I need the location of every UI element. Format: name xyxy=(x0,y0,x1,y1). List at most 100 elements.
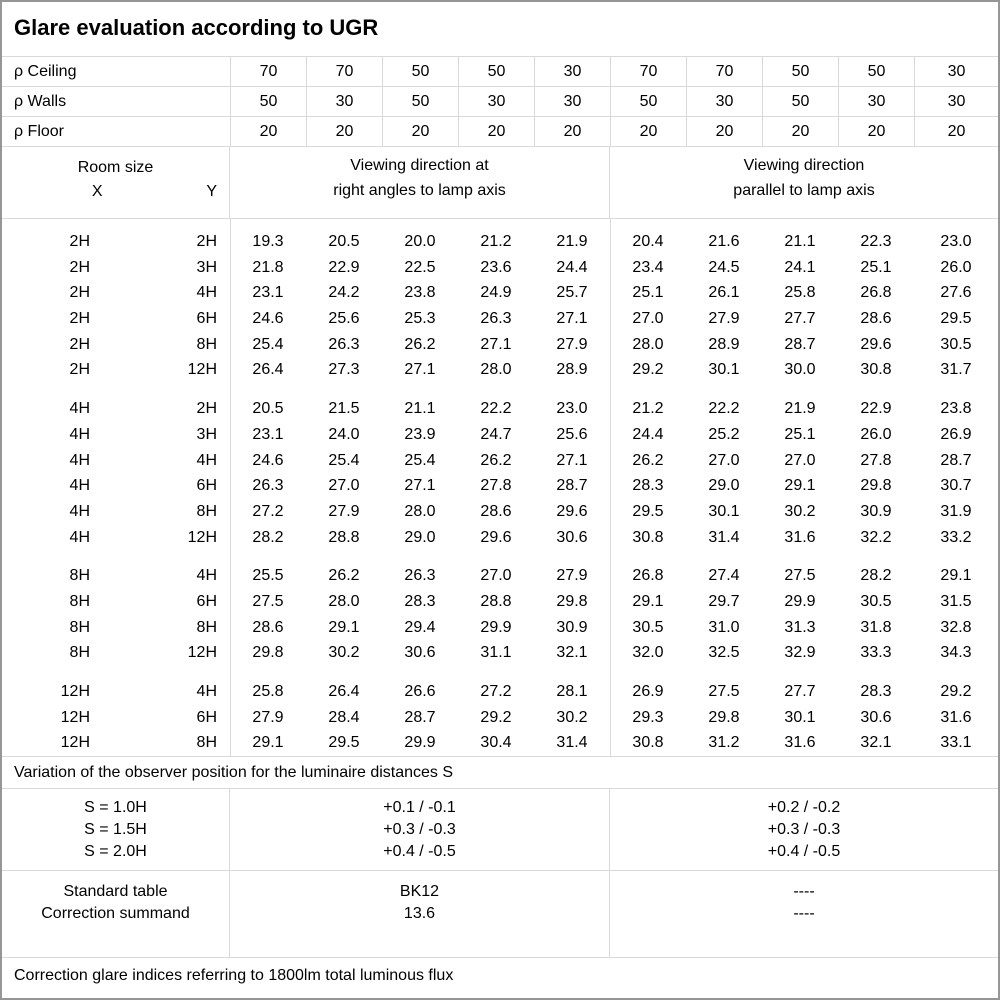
ugr-value: 27.1 xyxy=(556,310,588,328)
ugr-value: 26.2 xyxy=(480,451,512,469)
ugr-value: 30.1 xyxy=(708,361,740,379)
s-variation-value: +0.2 / -0.2 xyxy=(767,799,841,816)
ugr-value: 25.2 xyxy=(708,425,740,443)
room-y-value: 12H xyxy=(187,361,217,379)
ugr-value: 20.0 xyxy=(404,233,436,250)
ugr-value: 32.8 xyxy=(940,618,972,636)
y-axis-label: Y xyxy=(206,183,217,200)
ugr-value: 33.3 xyxy=(860,644,892,662)
ugr-value: 26.9 xyxy=(632,683,664,700)
reflectance-label: ρ Walls xyxy=(14,93,67,110)
ugr-value: 26.4 xyxy=(252,361,284,379)
ugr-value: 29.8 xyxy=(860,477,892,495)
ugr-value: 28.1 xyxy=(556,683,588,700)
room-x-value: 4H xyxy=(69,400,90,418)
ugr-value: 27.1 xyxy=(404,361,436,379)
ugr-value: 30.4 xyxy=(480,734,512,752)
room-x-value: 4H xyxy=(69,528,90,546)
ugr-value: 30.1 xyxy=(784,708,816,726)
ugr-value: 30.5 xyxy=(940,335,972,353)
ugr-value: 26.8 xyxy=(860,284,892,302)
room-y-value: 12H xyxy=(187,644,217,662)
reflectance-value: 50 xyxy=(838,57,914,86)
ugr-value: 20.5 xyxy=(252,400,284,418)
ugr-value: 28.7 xyxy=(556,477,588,495)
room-x-value: 2H xyxy=(69,335,90,353)
ugr-value: 30.6 xyxy=(556,528,588,546)
ugr-value: 27.9 xyxy=(556,335,588,353)
room-x-value: 8H xyxy=(69,618,90,636)
ugr-value: 26.2 xyxy=(632,451,664,469)
ugr-row: 2H 3H 21.8 22.9 22.5 23.6 24.4 23.4 24.5 24.1 25.1… xyxy=(2,255,998,281)
ugr-value: 25.8 xyxy=(784,284,816,302)
ugr-value: 29.8 xyxy=(556,592,588,610)
ugr-value: 19.3 xyxy=(252,233,284,250)
reflectance-value: 50 xyxy=(610,87,686,116)
ugr-value: 27.5 xyxy=(784,567,816,585)
ugr-value: 22.2 xyxy=(708,400,740,418)
reflectance-value: 30 xyxy=(686,87,762,116)
ugr-value: 23.4 xyxy=(632,258,664,276)
ugr-value: 25.6 xyxy=(556,425,588,443)
ugr-value: 30.6 xyxy=(404,644,436,662)
reflectance-value: 50 xyxy=(762,57,838,86)
ugr-value: 25.6 xyxy=(328,310,360,328)
header-line: Viewing direction at xyxy=(350,157,489,174)
room-x-value: 2H xyxy=(69,310,90,328)
ugr-value: 21.5 xyxy=(328,400,360,418)
reflectance-value: 30 xyxy=(534,87,610,116)
room-y-value: 4H xyxy=(196,567,217,585)
ugr-row: 2H 6H 24.6 25.6 25.3 26.3 27.1 27.0 27.9 27.7 28.6… xyxy=(2,306,998,332)
ugr-value: 26.1 xyxy=(708,284,740,302)
ugr-row: 2H 4H 23.1 24.2 23.8 24.9 25.7 25.1 26.1 25.8 26.8… xyxy=(2,280,998,306)
ugr-value: 30.2 xyxy=(784,502,816,520)
ugr-value: 25.4 xyxy=(252,335,284,353)
ugr-value: 30.9 xyxy=(860,502,892,520)
variation-note: Variation of the observer position for t… xyxy=(2,757,998,789)
ugr-value: 28.6 xyxy=(252,618,284,636)
ugr-value: 23.1 xyxy=(252,284,284,302)
ugr-value: 27.9 xyxy=(708,310,740,328)
ugr-value: 27.0 xyxy=(708,451,740,469)
ugr-value: 27.5 xyxy=(252,592,284,610)
ugr-value: 29.8 xyxy=(252,644,284,662)
reflectance-value: 20 xyxy=(762,117,838,146)
reflectance-row: ρ Ceiling 70 70 50 50 30 70 70 50 50 30 xyxy=(2,57,998,87)
ugr-value: 23.0 xyxy=(940,233,972,250)
room-x-value: 12H xyxy=(60,683,90,700)
ugr-value: 28.2 xyxy=(252,528,284,546)
ugr-value: 31.6 xyxy=(784,528,816,546)
reflectance-value: 50 xyxy=(762,87,838,116)
ugr-value: 32.2 xyxy=(860,528,892,546)
ugr-value: 26.2 xyxy=(328,567,360,585)
ugr-value: 27.0 xyxy=(480,567,512,585)
ugr-value: 28.8 xyxy=(328,528,360,546)
ugr-value: 24.2 xyxy=(328,284,360,302)
s-values-right-angles: +0.1 / -0.1 +0.3 / -0.3 +0.4 / -0.5 xyxy=(230,789,610,870)
header-line: right angles to lamp axis xyxy=(333,182,506,199)
ugr-value: 22.9 xyxy=(860,400,892,418)
ugr-value: 29.1 xyxy=(328,618,360,636)
ugr-value: 21.8 xyxy=(252,258,284,276)
reflectance-value: 20 xyxy=(838,117,914,146)
xy-header-line: X Y xyxy=(2,180,229,204)
ugr-value: 28.8 xyxy=(480,592,512,610)
reflectance-value: 20 xyxy=(458,117,534,146)
ugr-row: 4H 6H 26.3 27.0 27.1 27.8 28.7 28.3 29.0 29.1 29.8… xyxy=(2,473,998,499)
reflectance-value: 20 xyxy=(610,117,686,146)
ugr-value: 28.2 xyxy=(860,567,892,585)
ugr-row: 4H 12H 28.2 28.8 29.0 29.6 30.6 30.8 31.4 31.6 32.… xyxy=(2,525,998,551)
ugr-value: 30.8 xyxy=(632,528,664,546)
room-x-value: 2H xyxy=(69,284,90,302)
ugr-value: 31.0 xyxy=(708,618,740,636)
room-x-value: 12H xyxy=(60,734,90,752)
ugr-value: 28.4 xyxy=(328,708,360,726)
header-line: parallel to lamp axis xyxy=(733,182,875,199)
room-y-value: 8H xyxy=(196,734,217,752)
ugr-value: 29.2 xyxy=(480,708,512,726)
s-variation-value: +0.3 / -0.3 xyxy=(383,821,456,838)
ugr-row: 2H 2H 19.3 20.5 20.0 21.2 21.9 20.4 21.6 21.1 22.3… xyxy=(2,229,998,255)
room-x-value: 8H xyxy=(69,567,90,585)
ugr-value: 29.1 xyxy=(784,477,816,495)
ugr-value: 25.4 xyxy=(404,451,436,469)
